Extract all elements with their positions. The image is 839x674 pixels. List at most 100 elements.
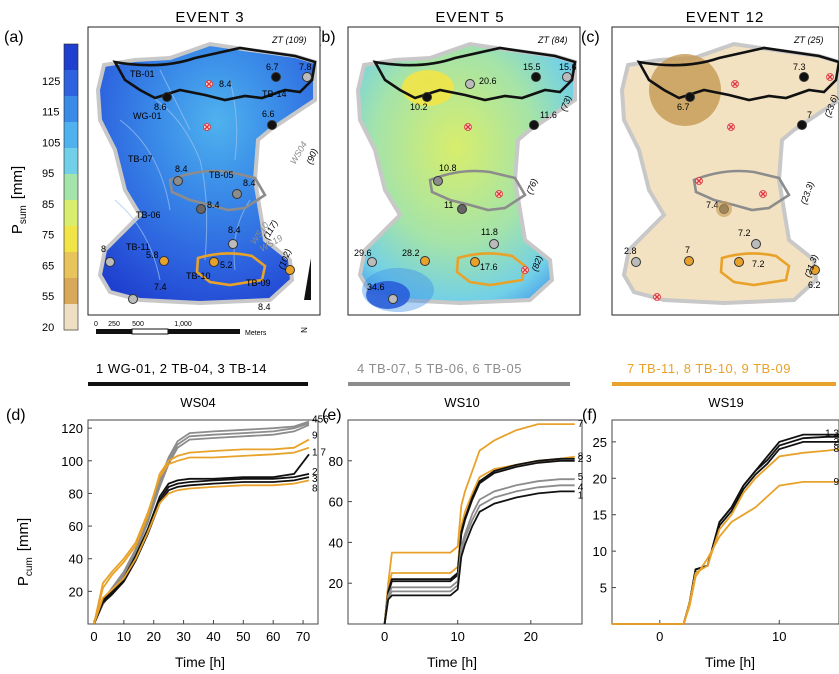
no-data-cross	[728, 124, 734, 130]
rain-gauge-marker	[162, 92, 172, 102]
series-line-9	[612, 481, 839, 625]
colorbar-tick-label: 55	[42, 291, 54, 303]
colorbar-tick-label: 125	[42, 76, 60, 88]
no-data-cross	[496, 191, 502, 197]
svg-text:500: 500	[132, 321, 144, 328]
rain-gauge-marker	[420, 256, 430, 266]
gauge-value-label: 2.8	[624, 246, 637, 256]
rain-gauge-marker	[685, 92, 695, 102]
gauge-value-label: 7.3	[793, 62, 806, 72]
station-name-label: TB-06	[136, 210, 161, 220]
y-tick-label: 20	[69, 584, 83, 599]
map-event-3: TB-01 8.4 6.7 7.8 TB-14 8.6WG-01 6.6 TB-07 8.4 TB…	[87, 26, 321, 316]
ws19-boundary	[195, 252, 267, 287]
map-event-5: 20.6 15.5 15.6 10.2 11.6 10.8 11 11.8 29.6 28.2 17…	[347, 26, 581, 316]
rain-gauge-marker	[470, 257, 480, 267]
svg-text:N: N	[300, 327, 309, 333]
colorbar-swatch	[64, 70, 78, 97]
rain-gauge-marker	[271, 72, 281, 82]
colorbar-swatch	[64, 200, 78, 227]
gauge-value-label: 15.5	[523, 62, 541, 72]
gauge-value-label: 7	[807, 110, 812, 120]
gauge-value-label: 6.7	[677, 102, 690, 112]
colorbar-tick-label: 65	[42, 260, 54, 272]
gauge-value-label: 20.6	[479, 76, 497, 86]
gauge-value-label: 11.8	[481, 227, 498, 237]
gauge-value-label: 11.6	[540, 110, 557, 120]
panel-letter-f: (f)	[582, 407, 597, 424]
rain-gauge-marker	[228, 239, 238, 249]
panel-letter-b: (b)	[316, 29, 336, 46]
y-tick-label: 40	[69, 552, 83, 567]
series-end-label: 8	[833, 444, 839, 455]
colorbar-tick-label: 95	[42, 168, 54, 180]
series-end-label: 2 3	[578, 454, 592, 465]
no-data-cross	[465, 124, 471, 130]
series-end-label: 9	[312, 431, 318, 442]
gauge-value-label: 15.6	[559, 62, 577, 72]
legend-ws04: 1 WG-01, 2 TB-04, 3 TB-14 WS04	[88, 361, 308, 410]
station-name-label: TB-10	[186, 271, 211, 281]
x-tick-label: 0	[90, 629, 97, 644]
panel-letter-c: (c)	[581, 29, 600, 46]
x-tick-label: 10	[450, 629, 464, 644]
panel-letter-d: (d)	[6, 407, 26, 424]
x-tick-label: 70	[296, 629, 310, 644]
rain-gauge-marker	[159, 256, 169, 266]
ws04-boundary	[112, 46, 317, 102]
svg-text:WS04: WS04	[180, 395, 215, 410]
no-data-cross	[654, 294, 660, 300]
colorbar-tick-label: 105	[42, 137, 60, 149]
no-data-cross	[206, 81, 212, 87]
x-axis-label-e: Time [h]	[427, 654, 477, 670]
gauge-value-label: 5.8	[146, 250, 159, 260]
svg-text:0: 0	[94, 321, 98, 328]
series-line-2	[93, 473, 310, 625]
ws10-boundary	[168, 169, 267, 212]
colorbar-swatch	[64, 226, 78, 253]
svg-text:4 TB-07, 5 TB-06, 6 TB-05: 4 TB-07, 5 TB-06, 6 TB-05	[357, 361, 522, 376]
colorbar-frame	[63, 43, 79, 331]
gauge-value-label: 8	[101, 244, 106, 254]
rain-gauge-marker	[631, 257, 641, 267]
y-tick-label: 80	[329, 454, 343, 469]
y-tick-label: 120	[61, 421, 83, 436]
colorbar-swatch	[64, 44, 78, 71]
rain-gauge-marker	[173, 176, 183, 186]
y-tick-label: 20	[593, 471, 607, 486]
rain-gauge-marker	[799, 72, 809, 82]
series-end-label: 3	[312, 474, 318, 485]
station-name-label: TB-09	[246, 278, 271, 288]
svg-text:250: 250	[108, 321, 120, 328]
svg-text:Meters: Meters	[245, 330, 267, 337]
x-tick-label: 10	[772, 629, 786, 644]
chart-panel-e: 0 10 20 20 40 60 80 7 82 3 541	[329, 419, 592, 644]
gauge-value-label: 6.7	[266, 62, 279, 72]
gauge-value-label: 6.6	[262, 109, 275, 119]
high-rain-halo	[716, 201, 732, 217]
rain-gauge-marker	[232, 189, 242, 199]
svg-text:1 WG-01, 2 TB-04, 3 TB-14: 1 WG-01, 2 TB-04, 3 TB-14	[96, 361, 267, 376]
series-line-9	[93, 438, 310, 625]
y-tick-label: 15	[593, 508, 607, 523]
panel-letter-e: (e)	[322, 407, 342, 424]
north-arrow: N	[300, 258, 311, 333]
gauge-value-label: 8.4	[243, 178, 256, 188]
gauge-value-label: 8.4	[258, 302, 271, 312]
gauge-value-label: 10.2	[410, 102, 428, 112]
x-axis-label-d: Time [h]	[175, 654, 225, 670]
rain-gauge-marker	[684, 256, 694, 266]
gauge-value-label: 7.4	[706, 200, 719, 210]
series-end-label: 1	[578, 490, 584, 501]
y-tick-label: 100	[61, 454, 83, 469]
rain-gauge-marker	[367, 257, 377, 267]
series-end-label: 5	[578, 472, 584, 483]
series-line-7	[383, 423, 575, 625]
series-line-3	[383, 459, 575, 625]
station-name-label: TB-11	[126, 242, 150, 252]
series-end-label: 456	[312, 415, 329, 426]
legend-ws19: 7 TB-11, 8 TB-10, 9 TB-09 WS19	[612, 361, 836, 410]
series-line-7	[93, 446, 310, 625]
series-end-label: 7	[578, 419, 584, 430]
